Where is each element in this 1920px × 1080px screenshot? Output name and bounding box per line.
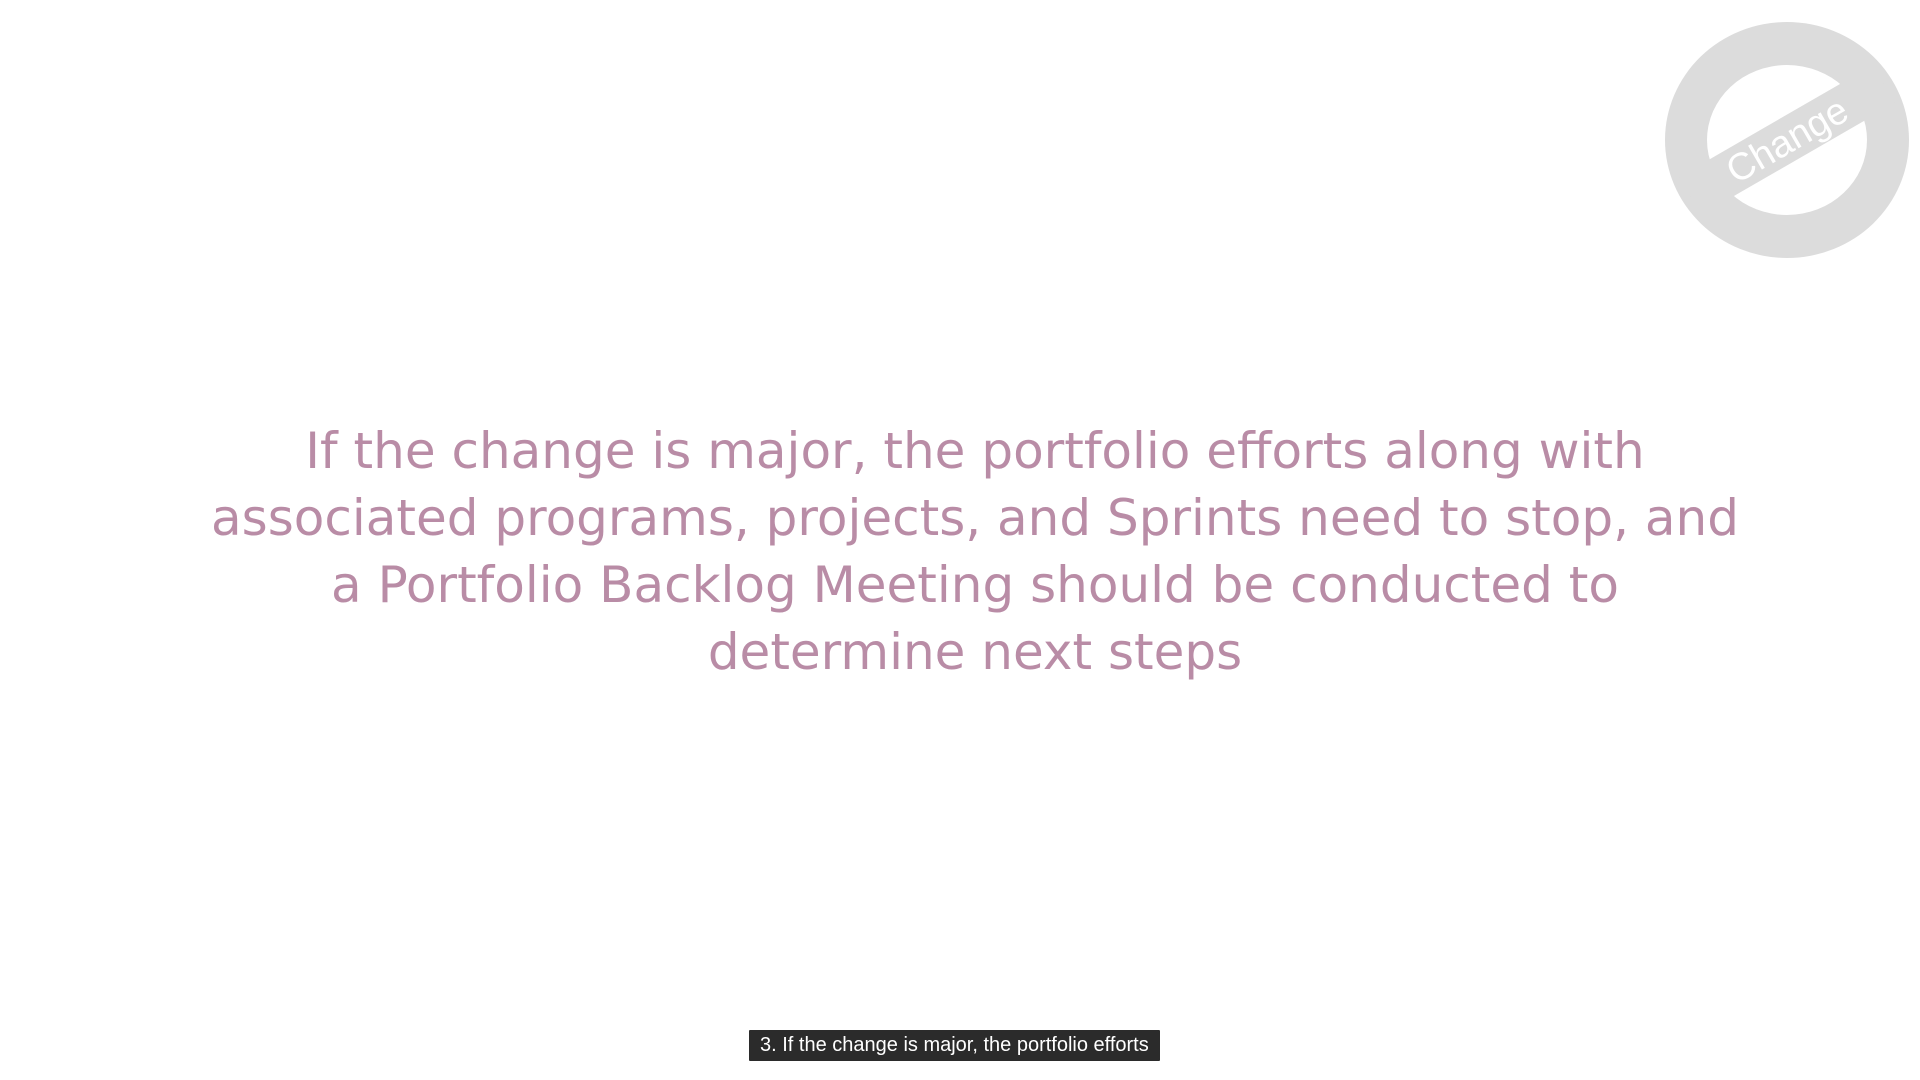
slide-main-text: If the change is major, the portfolio ef… [211,422,1739,681]
subtitle-caption: 3. If the change is major, the portfolio… [749,1030,1160,1061]
change-badge-icon: Change [1665,22,1909,258]
